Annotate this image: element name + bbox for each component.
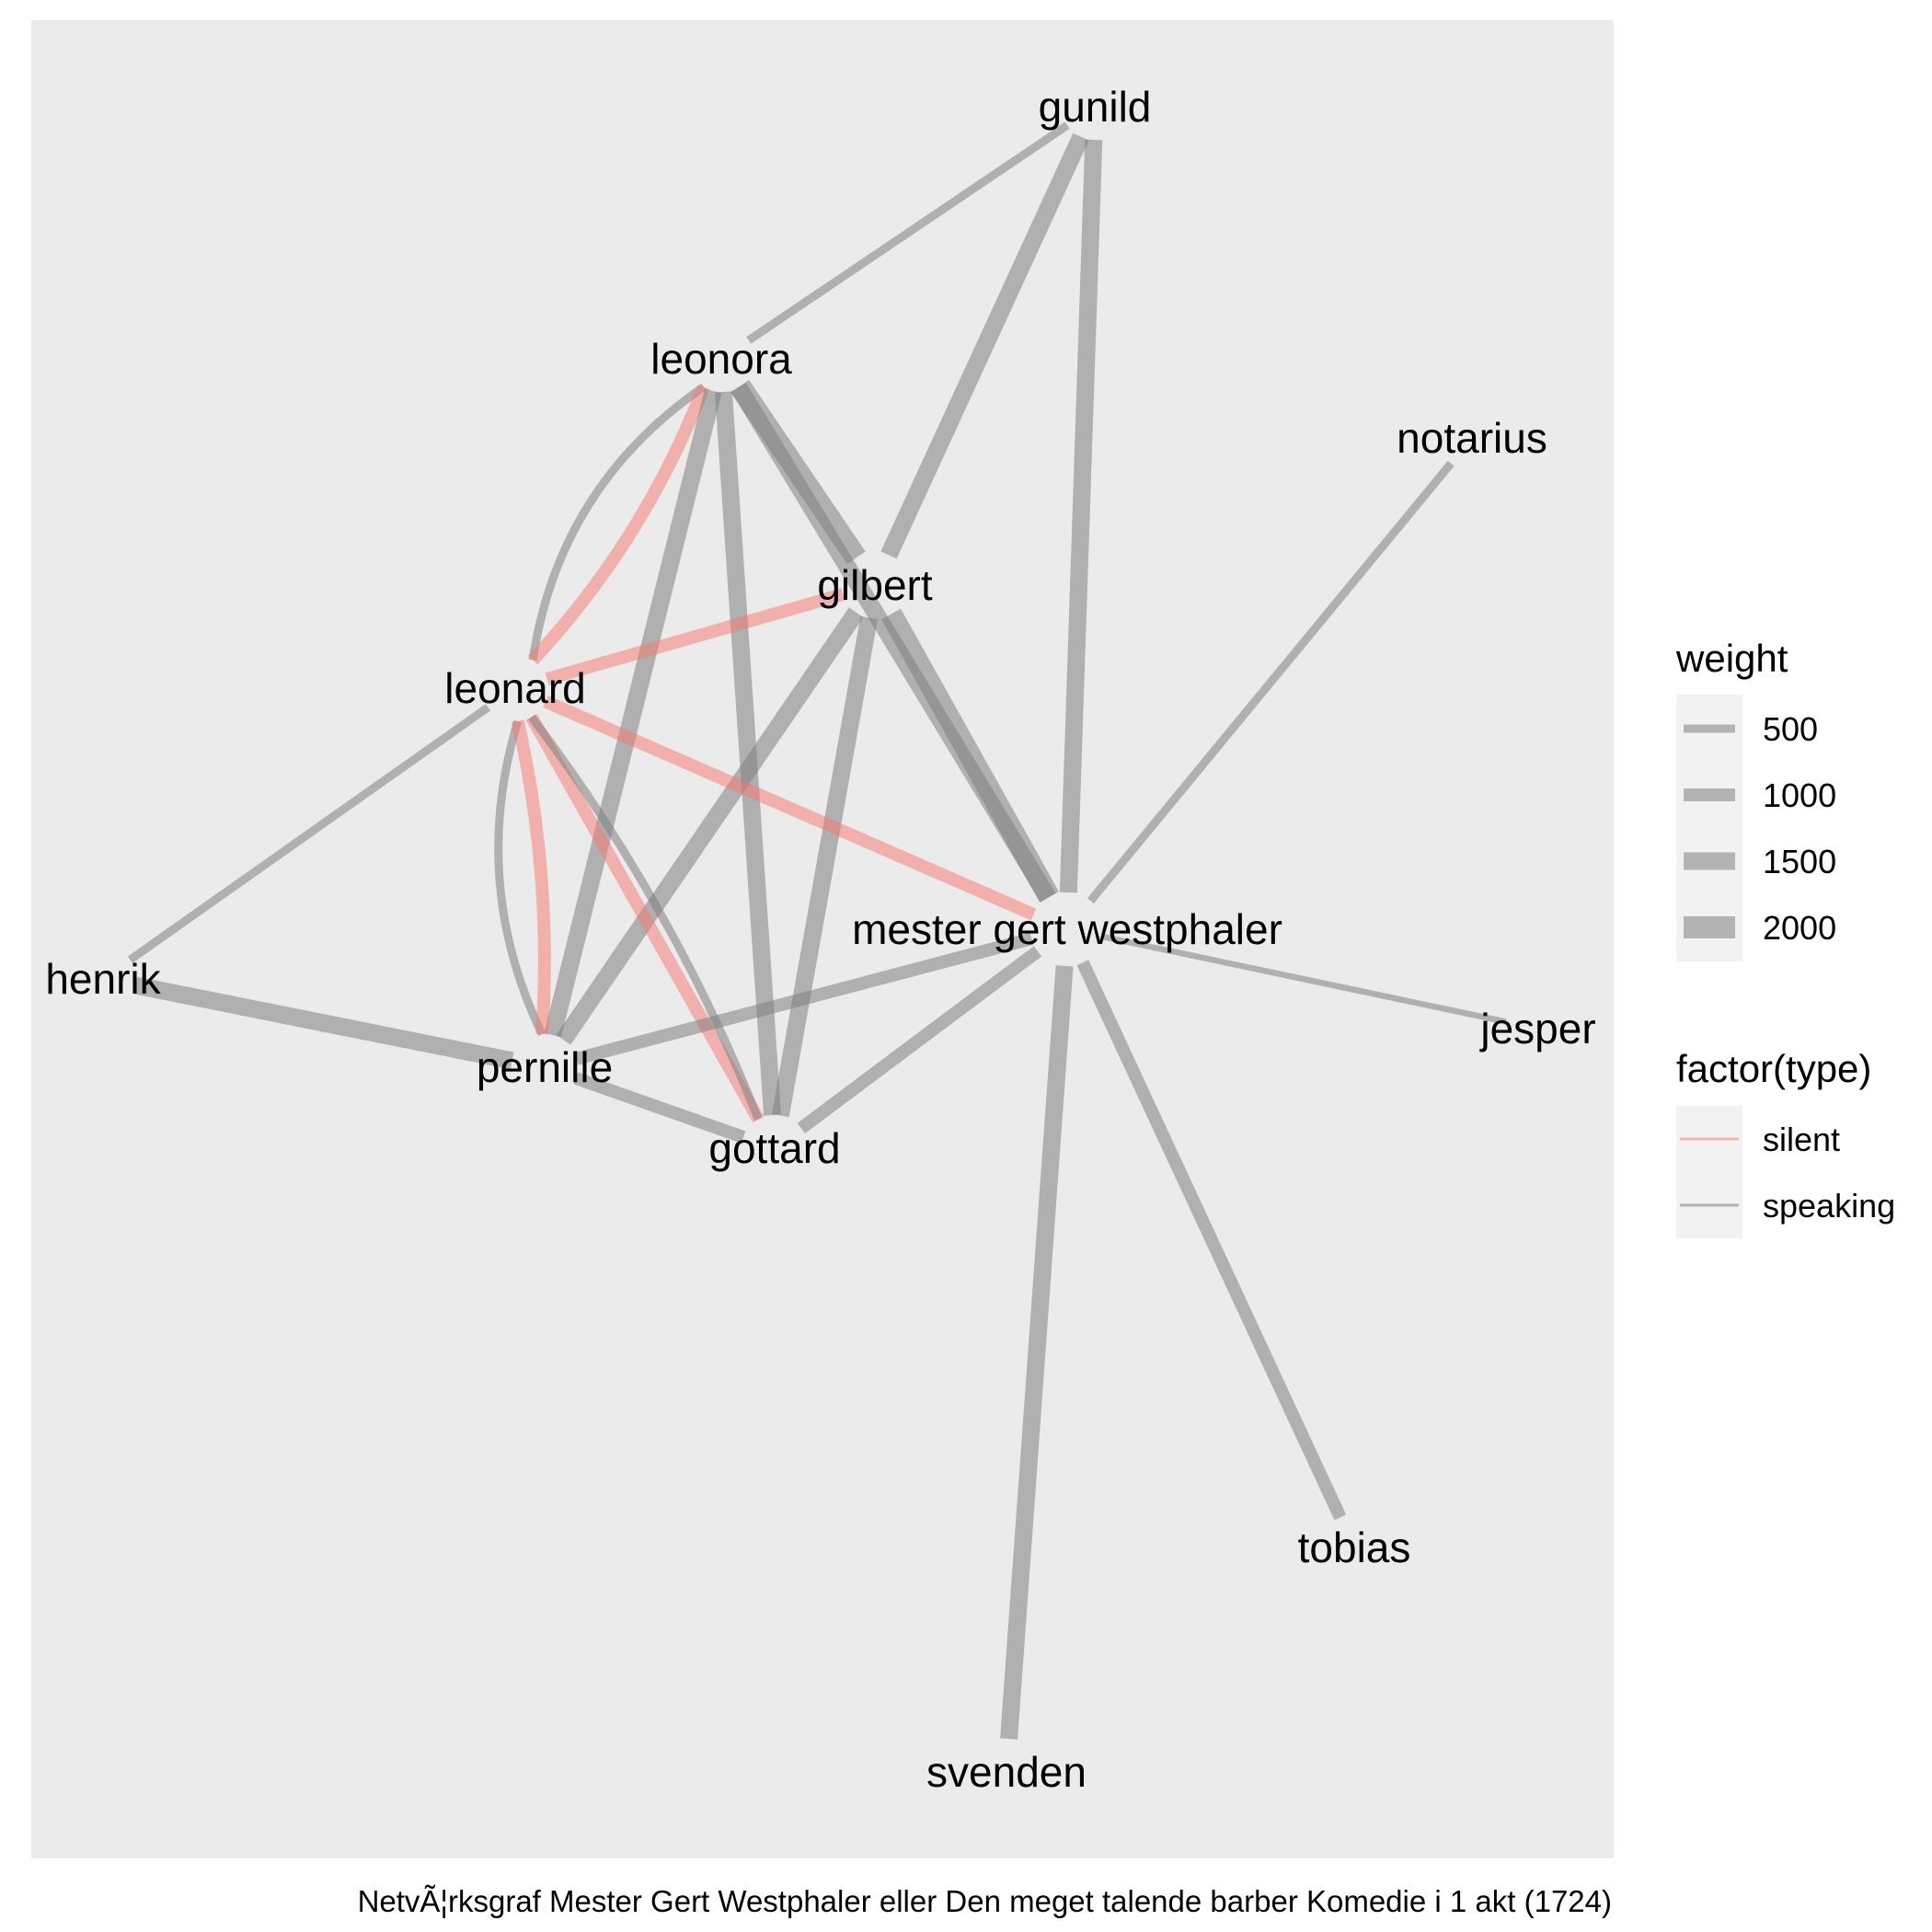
edge-mester-gottard-speaking [797, 946, 1042, 1134]
edge-layer [127, 121, 1507, 1740]
legend-weight-label-1000: 1000 [1763, 776, 1836, 814]
node-label-leonora: leonora [650, 335, 792, 383]
edge-leonard-gottard-speaking [528, 714, 763, 1121]
legend-weight: weight 500 1000 1500 2000 [1675, 637, 1836, 961]
node-label-henrik: henrik [45, 955, 161, 1003]
node-label-jesper: jesper [1478, 1005, 1595, 1052]
node-label-notarius: notarius [1397, 414, 1547, 462]
legend-type-label-speaking: speaking [1763, 1187, 1895, 1225]
node-label-leonard: leonard [444, 664, 585, 712]
edge-leonard-pernille-silent [511, 719, 551, 1035]
node-label-gilbert: gilbert [817, 561, 933, 609]
legend-type-items: silent speaking [1680, 1121, 1895, 1225]
plot-caption: NetvÃ¦rksgraf Mester Gert Westphaler ell… [358, 1884, 1612, 1918]
node-label-tobias: tobias [1298, 1524, 1411, 1571]
edge-gunild-leonora-speaking [746, 121, 1070, 344]
node-label-svenden: svenden [926, 1748, 1087, 1796]
edge-leonard-mester-silent [543, 695, 1037, 921]
node-label-mester: mester gert westphaler [852, 905, 1282, 953]
legend-weight-label-2000: 2000 [1763, 909, 1836, 947]
edge-leonard-gottard-silent [525, 713, 765, 1123]
edge-leonora-leonard-speaking [528, 383, 707, 661]
legend-type-title: factor(type) [1676, 1047, 1871, 1090]
legend-type-key-bg [1676, 1106, 1742, 1238]
legend-type: factor(type) silent speaking [1676, 1047, 1895, 1238]
edge-leonora-pernille-speaking [544, 388, 722, 1038]
edge-mester-svenden-speaking [1000, 965, 1074, 1740]
edge-gilbert-leonard-silent [545, 588, 845, 685]
legend-weight-items: 500 1000 1500 2000 [1684, 710, 1836, 947]
edge-leonard-henrik-speaking [127, 704, 491, 963]
node-layer: gunild leonora notarius gilbert leonard meste… [45, 83, 1595, 1796]
edge-mester-tobias-speaking [1076, 960, 1347, 1521]
edge-henrik-pernille-speaking [133, 976, 514, 1070]
edge-mester-jesper-speaking [1102, 934, 1507, 1025]
node-label-gunild: gunild [1039, 83, 1152, 131]
edge-pernille-gottard-speaking [573, 1072, 746, 1144]
edge-notarius-mester-speaking [1087, 460, 1455, 903]
edge-gilbert-gottard-speaking [771, 615, 879, 1118]
edge-gunild-mester-speaking [1059, 139, 1103, 893]
legend-type-label-silent: silent [1763, 1121, 1840, 1158]
edge-gilbert-pernille-speaking [556, 607, 864, 1045]
legend-weight-label-1500: 1500 [1763, 843, 1836, 880]
plot-panel [31, 20, 1614, 1858]
node-label-pernille: pernille [477, 1043, 613, 1091]
edge-gunild-gilbert-speaking [880, 132, 1089, 559]
legend-weight-label-500: 500 [1763, 710, 1818, 748]
edge-leonora-leonard-silent [527, 384, 710, 665]
legend-weight-title: weight [1675, 637, 1788, 680]
node-label-gottard: gottard [708, 1124, 840, 1172]
edge-gilbert-mester-speaking [881, 608, 1059, 903]
edge-mester-pernille-speaking [575, 932, 1034, 1065]
edge-leonard-pernille-speaking [494, 719, 546, 1037]
